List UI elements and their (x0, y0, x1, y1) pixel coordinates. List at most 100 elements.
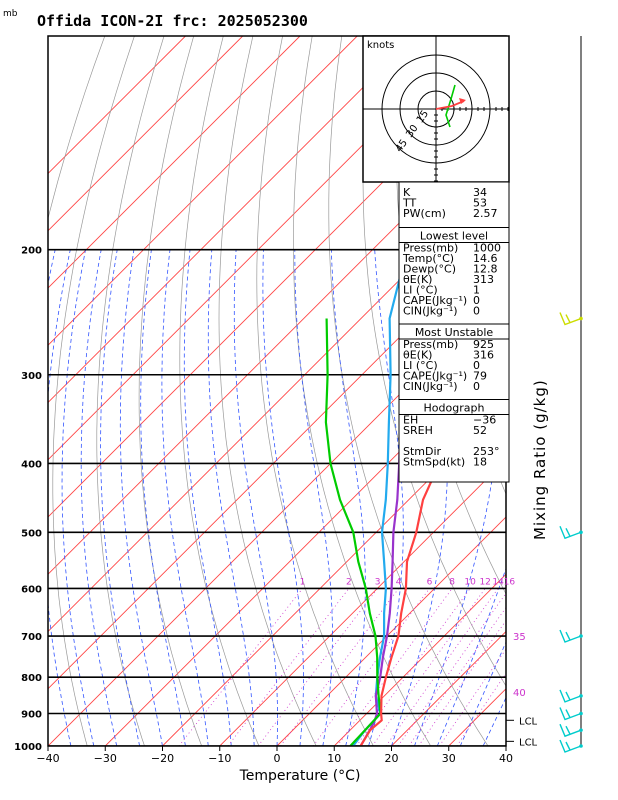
moist-adiabat-line (331, 249, 366, 746)
mixing-ratio-line (227, 588, 350, 746)
y-tick-label: 400 (21, 459, 42, 470)
dry-adiabat-line (549, 36, 618, 746)
x-tick-label: 30 (442, 752, 456, 765)
wind-barb (559, 525, 582, 540)
mixing-ratio-line (418, 619, 506, 746)
dry-adiabat-line (218, 36, 317, 746)
table-row-label: Dewp(°C) (403, 263, 456, 276)
y-tick-label: 1000 (14, 742, 42, 753)
dry-adiabat-line (256, 36, 374, 746)
wind-barb (559, 312, 582, 326)
mixing-ratio-line (456, 672, 506, 746)
moist-adiabat-line (183, 249, 232, 746)
mixing-ratio-line (385, 588, 499, 746)
table-row-value: 34 (473, 186, 487, 199)
isotherm-line (162, 401, 506, 746)
table-row-label: CIN(Jkg⁻¹) (403, 380, 458, 393)
moist-adiabat-line (80, 249, 118, 746)
table-row-value: 2.57 (473, 207, 498, 220)
wind-barb-flag (565, 709, 571, 718)
mixing-ratio-value-label: 1 (300, 577, 306, 587)
mixing-ratio-value-label: 3 (375, 577, 381, 587)
x-axis-label: Temperature (°C) (239, 768, 361, 784)
moist-adiabat-line (294, 249, 333, 746)
table-row-value: 14.6 (473, 252, 498, 265)
moist-adiabat-line (161, 249, 209, 746)
dry-adiabat-line (138, 36, 203, 746)
mixing-ratio-labels: 1 2 3 4 6 8 10 12 14 16 (300, 577, 516, 587)
lcl-label: LCL (519, 737, 538, 748)
table-row-label: LI (°C) (403, 284, 438, 297)
x-tick-label: 0 (274, 752, 281, 765)
table-row-value: 1000 (473, 242, 501, 255)
table-row-label: LI (°C) (403, 359, 438, 372)
isotherm-value-label: 35 (513, 632, 526, 643)
table-row-value: 18 (473, 456, 487, 469)
isotherm-line (48, 230, 506, 690)
wind-barb-flag (565, 314, 571, 323)
mixing-ratio-line (178, 588, 303, 746)
isotherm-value-label: 40 (513, 688, 526, 699)
table-row-value: 12.8 (473, 263, 498, 276)
isotherm-line (48, 36, 244, 232)
moist-adiabat-line (61, 249, 95, 746)
table-row-value: 52 (473, 424, 487, 437)
table-row-label: StmDir (403, 445, 442, 458)
moist-adiabat-line (262, 249, 304, 746)
table-row-label: Press(mb) (403, 338, 458, 351)
table-row-value: 316 (473, 349, 494, 362)
x-tick-label: −10 (208, 752, 231, 765)
isotherm-line (48, 36, 473, 461)
table-row-label: TT (402, 197, 417, 210)
moist-adiabat-line (119, 249, 163, 746)
mixing-ratio-value-label: 12 (479, 577, 490, 587)
isotherm-line (48, 36, 186, 175)
wind-barbs-column (559, 36, 583, 753)
moist-adiabat-line (48, 249, 72, 746)
isotherm-line (48, 36, 358, 346)
dry-adiabat-line (52, 36, 135, 746)
moist-adiabat-line (140, 249, 186, 746)
moist-adiabat-line (207, 249, 255, 746)
isotherm-line (48, 36, 415, 404)
x-tick-label: 10 (327, 752, 341, 765)
table-row-value: 253° (473, 445, 500, 458)
table-row-value: −36 (473, 414, 496, 427)
table-row-label: K (403, 186, 411, 199)
hodograph-storm-motion (435, 100, 465, 110)
mixing-ratio-value-label: 2 (346, 577, 352, 587)
wind-barb-flag (565, 741, 571, 751)
table-row-label: θE(K) (403, 349, 432, 362)
isotherm-line (219, 459, 506, 746)
table-row-value: 53 (473, 197, 487, 210)
table-row-label: Press(mb) (403, 242, 458, 255)
isotherm-line (333, 573, 506, 746)
mixing-ratio-line (280, 588, 400, 746)
x-tick-label: −20 (151, 752, 174, 765)
table-row-value: 0 (473, 294, 480, 307)
table-row-value: 0 (473, 359, 480, 372)
dewpoint-profile (324, 318, 382, 746)
y-tick-label: 600 (21, 584, 42, 595)
moist-adiabat-line (100, 249, 140, 746)
wind-barb (559, 723, 582, 738)
table-row-label: StmSpd(kt) (403, 456, 465, 469)
lcl-label: LCL (519, 716, 538, 727)
moist-adiabat-line (505, 745, 506, 746)
y-tick-label: 200 (21, 246, 42, 257)
y-tick-label: 800 (21, 673, 42, 684)
wind-barb (559, 629, 582, 643)
table-row-value: 0 (473, 305, 480, 318)
table-row-label: CIN(Jkg⁻¹) (403, 305, 458, 318)
hodograph-storm-arrowhead (459, 98, 466, 104)
mixing-ratio-value-label: 4 (396, 577, 402, 587)
mixing-ratio-value-label: 14 (492, 577, 504, 587)
isotherm-line (48, 172, 506, 633)
table-heading: Lowest level (420, 230, 488, 243)
table-row-label: CAPE(Jkg⁻¹) (403, 370, 467, 383)
x-tick-label: 40 (499, 752, 513, 765)
x-tick-label: −30 (94, 752, 117, 765)
chart-title: Offida ICON-2I frc: 2025052300 (37, 12, 308, 30)
